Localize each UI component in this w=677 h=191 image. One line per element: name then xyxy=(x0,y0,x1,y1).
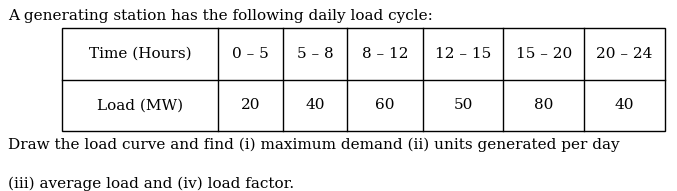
Text: 5 – 8: 5 – 8 xyxy=(297,47,333,61)
Text: 50: 50 xyxy=(454,98,473,112)
Text: 20: 20 xyxy=(241,98,260,112)
Text: Time (Hours): Time (Hours) xyxy=(89,47,192,61)
Text: 12 – 15: 12 – 15 xyxy=(435,47,492,61)
Text: 20 – 24: 20 – 24 xyxy=(596,47,653,61)
Text: Load (MW): Load (MW) xyxy=(97,98,183,112)
Text: A generating station has the following daily load cycle:: A generating station has the following d… xyxy=(8,9,433,23)
Text: Draw the load curve and find (i) maximum demand (ii) units generated per day: Draw the load curve and find (i) maximum… xyxy=(8,138,619,152)
Text: 80: 80 xyxy=(534,98,554,112)
Text: 0 – 5: 0 – 5 xyxy=(232,47,269,61)
Bar xyxy=(62,28,665,131)
Text: 15 – 20: 15 – 20 xyxy=(516,47,572,61)
Text: 40: 40 xyxy=(615,98,634,112)
Text: 8 – 12: 8 – 12 xyxy=(362,47,408,61)
Text: (iii) average load and (iv) load factor.: (iii) average load and (iv) load factor. xyxy=(8,177,294,191)
Text: 40: 40 xyxy=(305,98,325,112)
Text: 60: 60 xyxy=(375,98,395,112)
